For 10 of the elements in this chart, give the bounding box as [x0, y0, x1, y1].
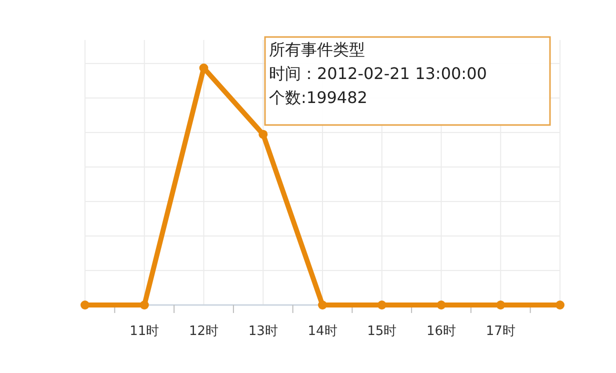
- annotation: 个数:199482: [269, 88, 368, 107]
- x-tick-label: 12时: [188, 324, 219, 339]
- annotation: 时间：2012-02-21 13:00:00: [269, 64, 487, 83]
- text: 所有事件类型: [269, 40, 365, 59]
- x-tick-label: 13时: [248, 324, 278, 339]
- x-tick-label: 11时: [130, 324, 160, 339]
- x-tick-label: 15时: [367, 324, 397, 339]
- x-tick-label: 16时: [426, 324, 456, 339]
- x-tick-label: 17时: [486, 324, 516, 339]
- x-tick-label: 14时: [308, 324, 338, 339]
